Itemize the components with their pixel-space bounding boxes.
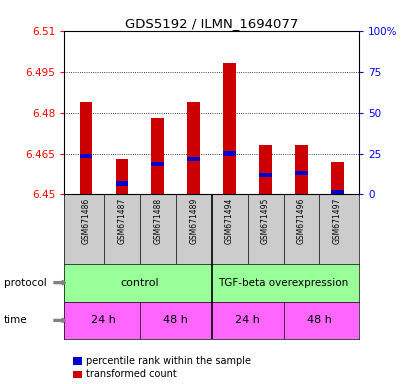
Bar (80, 102, 92, 194)
Text: 48 h: 48 h (307, 315, 332, 325)
Text: transformed count: transformed count (86, 369, 177, 379)
Text: GSM671494: GSM671494 (225, 198, 234, 244)
Text: 24 h: 24 h (91, 315, 116, 325)
Bar (115, 182, 128, 185)
Title: GDS5192 / ILMN_1694077: GDS5192 / ILMN_1694077 (125, 17, 298, 30)
Bar (223, 63, 236, 194)
Text: GSM671488: GSM671488 (153, 198, 162, 244)
Bar (295, 145, 308, 194)
Text: 24 h: 24 h (235, 315, 260, 325)
Text: time: time (4, 315, 28, 325)
Bar (188, 157, 200, 161)
Text: GSM671496: GSM671496 (297, 198, 306, 244)
Bar (115, 159, 128, 194)
Bar (151, 118, 164, 194)
Text: percentile rank within the sample: percentile rank within the sample (86, 356, 251, 366)
Bar (80, 154, 92, 158)
Text: 48 h: 48 h (163, 315, 188, 325)
Bar (295, 170, 308, 175)
Bar (331, 162, 344, 194)
Text: GSM671486: GSM671486 (81, 198, 90, 244)
Bar (259, 173, 272, 177)
Bar (259, 145, 272, 194)
Text: GSM671495: GSM671495 (261, 198, 270, 244)
Bar (188, 102, 200, 194)
Text: protocol: protocol (4, 278, 47, 288)
Text: GSM671497: GSM671497 (333, 198, 342, 244)
Text: GSM671489: GSM671489 (189, 198, 198, 244)
Bar (331, 190, 344, 194)
Bar (151, 162, 164, 167)
Text: TGF-beta overexpression: TGF-beta overexpression (218, 278, 349, 288)
Text: GSM671487: GSM671487 (117, 198, 126, 244)
Bar (223, 151, 236, 156)
Text: control: control (120, 278, 159, 288)
